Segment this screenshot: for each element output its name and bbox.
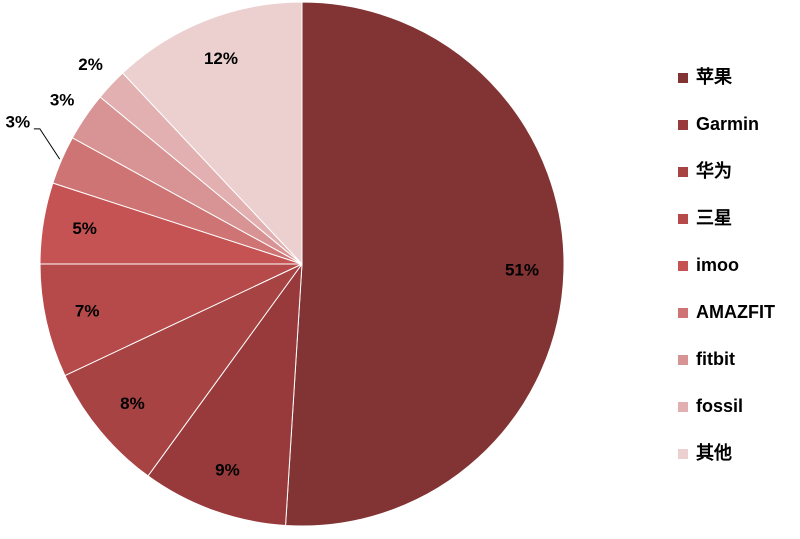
data-label: 3%	[6, 112, 31, 131]
pie-slice	[121, 1, 303, 266]
legend-label: 三星	[696, 208, 732, 228]
data-label: 3%	[50, 90, 75, 109]
pie-slice	[147, 262, 303, 527]
data-label: 5%	[72, 219, 97, 238]
pie-slice	[64, 263, 303, 477]
legend-swatch	[678, 355, 688, 365]
data-label: 12%	[204, 49, 238, 68]
pie-slice	[39, 263, 303, 377]
legend-swatch	[678, 120, 688, 130]
legend-label: Garmin	[696, 114, 759, 134]
legend-swatch	[678, 261, 688, 271]
legend-swatch	[678, 214, 688, 224]
data-label: 2%	[78, 55, 103, 74]
legend-label: fitbit	[696, 349, 735, 369]
legend-swatch	[678, 308, 688, 318]
data-label: 7%	[75, 301, 100, 320]
leader-line	[33, 128, 61, 160]
data-label: 8%	[120, 394, 145, 413]
legend-label: imoo	[696, 255, 739, 275]
legend-label: 苹果	[696, 66, 733, 87]
legend-label: fossil	[696, 396, 743, 416]
pie-slice	[285, 1, 565, 527]
legend-swatch	[678, 73, 688, 83]
legend-label: 其他	[696, 442, 732, 463]
data-label: 51%	[505, 260, 539, 279]
legend-label: 华为	[696, 160, 732, 181]
legend-swatch	[678, 449, 688, 459]
legend-swatch	[678, 167, 688, 177]
data-label: 9%	[215, 461, 240, 480]
legend-label: AMAZFIT	[696, 302, 775, 322]
legend-swatch	[678, 402, 688, 412]
